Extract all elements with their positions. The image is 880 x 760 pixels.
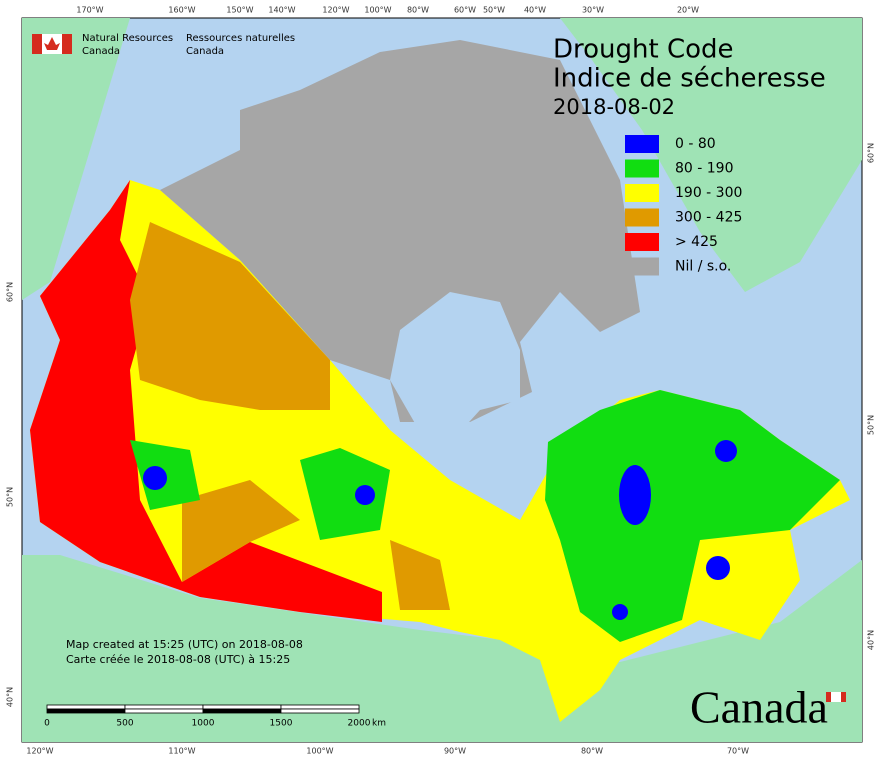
legend-swatch: [625, 257, 659, 276]
scale-segment: [280, 704, 360, 710]
longitude-label: 160°W: [168, 6, 195, 15]
latitude-label: 60°N: [6, 282, 15, 302]
legend-label: > 425: [675, 234, 718, 250]
longitude-label: 140°W: [268, 6, 295, 15]
longitude-label: 90°W: [444, 747, 466, 756]
land-base: [22, 18, 862, 742]
map-title: Indice de sécheresse: [553, 64, 826, 94]
agency-name: Canada: [82, 46, 120, 57]
longitude-label: 80°W: [581, 747, 603, 756]
scale-label: 1000: [192, 719, 215, 729]
scale-segment: [124, 708, 204, 714]
credit-line: Map created at 15:25 (UTC) on 2018-08-08: [66, 638, 303, 651]
longitude-label: 20°W: [677, 6, 699, 15]
scale-segment: [202, 708, 282, 714]
longitude-label: 30°W: [582, 6, 604, 15]
latitude-label: 50°N: [867, 415, 876, 435]
scale-segment: [280, 708, 360, 714]
scale-label: 2000: [348, 719, 371, 729]
scale-label: 1500: [270, 719, 293, 729]
longitude-label: 170°W: [76, 6, 103, 15]
logo-flag: [32, 34, 72, 54]
map-title: Drought Code: [553, 35, 734, 65]
longitude-label: 80°W: [407, 6, 429, 15]
longitude-label: 50°W: [483, 6, 505, 15]
longitude-label: 60°W: [454, 6, 476, 15]
longitude-label: 150°W: [226, 6, 253, 15]
legend-label: 300 - 425: [675, 210, 742, 226]
scale-segment: [46, 704, 126, 710]
longitude-label: 110°W: [168, 747, 195, 756]
legend-swatch: [625, 159, 659, 178]
wordmark: Canada: [690, 682, 828, 733]
agency-name: Canada: [186, 46, 224, 57]
legend-swatch: [625, 135, 659, 153]
latitude-label: 50°N: [6, 487, 15, 507]
longitude-label: 100°W: [306, 747, 333, 756]
latitude-label: 40°N: [867, 630, 876, 650]
agency-name: Natural Resources: [82, 33, 173, 44]
legend-swatch: [625, 233, 659, 251]
latitude-label: 40°N: [6, 687, 15, 707]
longitude-label: 120°W: [322, 6, 349, 15]
longitude-label: 70°W: [727, 747, 749, 756]
legend-label: Nil / s.o.: [675, 259, 731, 275]
longitude-label: 40°W: [524, 6, 546, 15]
legend-label: 0 - 80: [675, 136, 716, 152]
map-date: 2018-08-02: [553, 95, 675, 119]
legend-swatch: [625, 184, 659, 202]
scale-label: 0: [44, 719, 50, 729]
agency-name: Ressources naturelles: [186, 33, 295, 44]
wordmark-flag: [826, 692, 846, 702]
scale-unit: km: [372, 719, 386, 729]
latitude-label: 60°N: [867, 143, 876, 163]
legend-swatch: [625, 208, 659, 227]
longitude-label: 120°W: [26, 747, 53, 756]
longitude-label: 100°W: [364, 6, 391, 15]
scale-segment: [202, 704, 282, 710]
legend-label: 80 - 190: [675, 161, 734, 177]
scale-segment: [124, 704, 204, 710]
legend-label: 190 - 300: [675, 185, 742, 201]
scale-segment: [46, 708, 126, 714]
credit-line: Carte créée le 2018-08-08 (UTC) à 15:25: [66, 653, 290, 666]
scale-label: 500: [116, 719, 133, 729]
